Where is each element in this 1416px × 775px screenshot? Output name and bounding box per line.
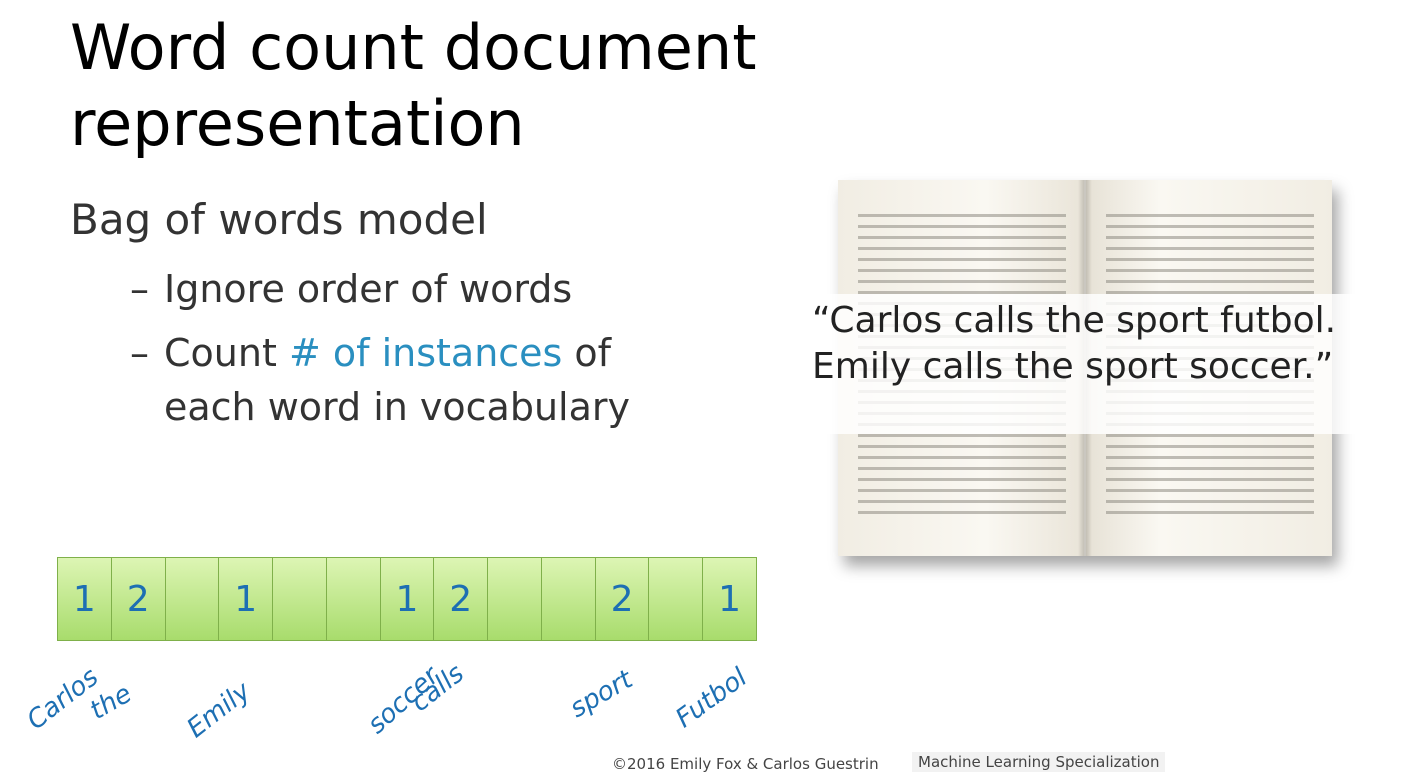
quote-line-2: Emily calls the sport soccer.” xyxy=(812,346,1334,387)
vector-cell xyxy=(165,558,220,640)
highlight-instances: # of instances xyxy=(288,331,563,375)
word-count-vector: 1 2 1 1 2 2 1 xyxy=(57,557,757,641)
quote-line-1: “Carlos calls the sport futbol. xyxy=(812,300,1337,341)
title-line-2: representation xyxy=(70,87,525,160)
sub-bullet-text-2b: of xyxy=(562,331,612,375)
footer-course-name: Machine Learning Specialization xyxy=(912,752,1166,772)
bullet-bag-of-words: Bag of words model xyxy=(70,195,488,244)
vocab-word-sport: sport xyxy=(565,664,638,724)
vector-cell: 2 xyxy=(434,558,489,640)
vector-cell xyxy=(488,558,542,640)
slide-title: Word count document representation xyxy=(70,10,757,162)
vector-cell: 1 xyxy=(380,558,435,640)
vector-cell xyxy=(649,558,704,640)
vector-cell: 2 xyxy=(595,558,650,640)
vocab-word-futbol: Futbol xyxy=(670,662,753,734)
title-line-1: Word count document xyxy=(70,11,757,84)
sub-bullet-count-instances: – Count # of instances of xyxy=(130,326,611,380)
sub-bullet-text-1: Ignore order of words xyxy=(164,267,573,311)
vector-cell: 1 xyxy=(703,558,756,640)
sub-bullet-continuation: each word in vocabulary xyxy=(164,385,631,429)
vector-cell xyxy=(273,558,327,640)
vector-cell: 1 xyxy=(219,558,274,640)
vocab-word-emily: Emily xyxy=(181,676,257,744)
dash-glyph: – xyxy=(130,267,149,311)
vector-cell: 1 xyxy=(58,558,112,640)
example-document-quote: “Carlos calls the sport futbol. Emily ca… xyxy=(808,294,1368,434)
vector-cell: 2 xyxy=(111,558,166,640)
sub-bullet-ignore-order: – Ignore order of words xyxy=(130,262,572,316)
vector-cell xyxy=(326,558,381,640)
sub-bullet-text-2a: Count xyxy=(164,331,289,375)
vector-cell xyxy=(541,558,596,640)
dash-glyph: – xyxy=(130,331,149,375)
footer-copyright: ©2016 Emily Fox & Carlos Guestrin xyxy=(612,755,879,773)
